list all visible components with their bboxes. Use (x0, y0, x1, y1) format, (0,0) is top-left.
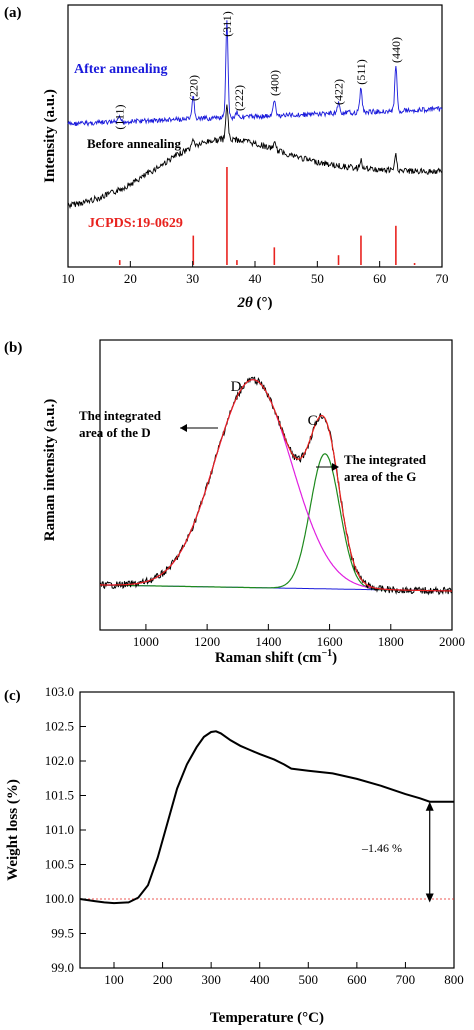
y-tick-label: 103.0 (45, 684, 74, 699)
panel-c-tag: (c) (4, 688, 21, 704)
y-tick-label: 102.0 (45, 753, 74, 768)
peak-label: (222) (232, 85, 246, 111)
y-tick-label: 100.0 (45, 891, 74, 906)
g-area-note-line1: The integrated (344, 452, 427, 467)
after-annealing-trace (67, 20, 443, 127)
before-annealing-label: Before annealing (87, 136, 182, 151)
y-axis-ticks: 99.0 99.5 100.0 100.5 101.0 101.5 102.0 102.5 10… (45, 684, 86, 975)
y-axis-label: Weight loss (%) (5, 779, 21, 881)
x-tick-label: 400 (250, 972, 270, 987)
panel-b: (b) D G The integrated area of the D The… (4, 339, 465, 666)
y-tick-label: 100.5 (45, 857, 74, 872)
x-axis-ticks: 1000 1200 1400 1600 1800 2000 (133, 624, 465, 649)
peak-label: (422) (332, 79, 346, 105)
x-tick-label: 200 (153, 972, 173, 987)
x-tick-label: 500 (299, 972, 319, 987)
cumulative-fit (100, 379, 452, 592)
after-annealing-label: After annealing (74, 62, 167, 77)
x-tick-label: 40 (249, 271, 262, 286)
y-tick-label: 101.5 (45, 788, 74, 803)
reference-sticks (118, 167, 416, 265)
x-axis-label: 2θ (°) (236, 295, 272, 311)
g-band-label: G (308, 413, 319, 429)
y-tick-label: 102.5 (45, 719, 74, 734)
y-axis-label: Raman intensity (a.u.) (42, 399, 58, 542)
d-area-note-line1: The integrated (79, 408, 162, 423)
x-tick-label: 70 (436, 271, 449, 286)
weight-loss-value: –1.46 % (361, 841, 402, 855)
x-tick-label: 800 (444, 972, 464, 987)
g-area-arrowhead (332, 463, 339, 471)
panel-a: (a) (111)(220)(311)(222)(400) (422)(511)(… (4, 4, 449, 311)
panel-b-frame (99, 339, 453, 631)
x-axis-ticks: 100 200 300 400 500 600 700 800 (104, 962, 464, 987)
x-tick-label: 1200 (194, 634, 220, 649)
before-annealing-trace (67, 104, 443, 210)
panel-a-tag: (a) (4, 5, 22, 21)
x-tick-label: 10 (62, 271, 75, 286)
panel-c: (c) –1.46 % 100 200 300 400 500 600 700 800 99.… (4, 684, 464, 1026)
x-tick-label: 50 (311, 271, 324, 286)
y-tick-label: 99.0 (51, 960, 74, 975)
x-tick-label: 20 (124, 271, 137, 286)
x-tick-label: 1600 (317, 634, 343, 649)
panel-b-tag: (b) (4, 340, 22, 356)
x-tick-label: 1400 (255, 634, 281, 649)
jcpds-label: JCPDS:19-0629 (88, 216, 183, 231)
d-area-note-line2: area of the D (79, 425, 151, 440)
peak-label: (511) (354, 59, 368, 85)
x-axis-label: Temperature (°C) (210, 1010, 324, 1026)
d-band-label: D (231, 379, 242, 395)
y-tick-label: 101.0 (45, 822, 74, 837)
arrowhead-up (425, 801, 434, 811)
d-area-arrowhead (180, 424, 187, 432)
peak-labels: (111) (220) (311) (222) (400) (422) (511) (440) (113, 11, 403, 129)
peak-label: (111) (113, 104, 127, 129)
g-area-note-line2: area of the G (344, 469, 416, 484)
x-tick-label: 60 (373, 271, 386, 286)
x-tick-label: 2000 (439, 634, 465, 649)
y-axis-label: Intensity (a.u.) (42, 89, 58, 183)
tga-curve (79, 730, 454, 905)
peak-label: (220) (186, 75, 200, 101)
arrowhead-down (425, 893, 434, 903)
x-tick-label: 30 (186, 271, 199, 286)
x-axis-label: Raman shift (cm−1) (215, 648, 337, 666)
x-tick-label: 100 (104, 972, 124, 987)
x-tick-label: 700 (396, 972, 416, 987)
y-tick-label: 99.5 (51, 926, 74, 941)
peak-label: (311) (220, 11, 234, 37)
peak-label: (400) (267, 70, 281, 96)
x-tick-label: 600 (347, 972, 367, 987)
x-tick-label: 1800 (378, 634, 404, 649)
x-tick-label: 1000 (133, 634, 159, 649)
x-tick-label: 300 (201, 972, 221, 987)
panel-c-frame (79, 691, 455, 969)
x-axis-ticks: 10 20 30 40 50 60 70 (62, 261, 449, 286)
peak-label: (440) (389, 37, 403, 63)
weight-loss-annotation (425, 801, 434, 903)
